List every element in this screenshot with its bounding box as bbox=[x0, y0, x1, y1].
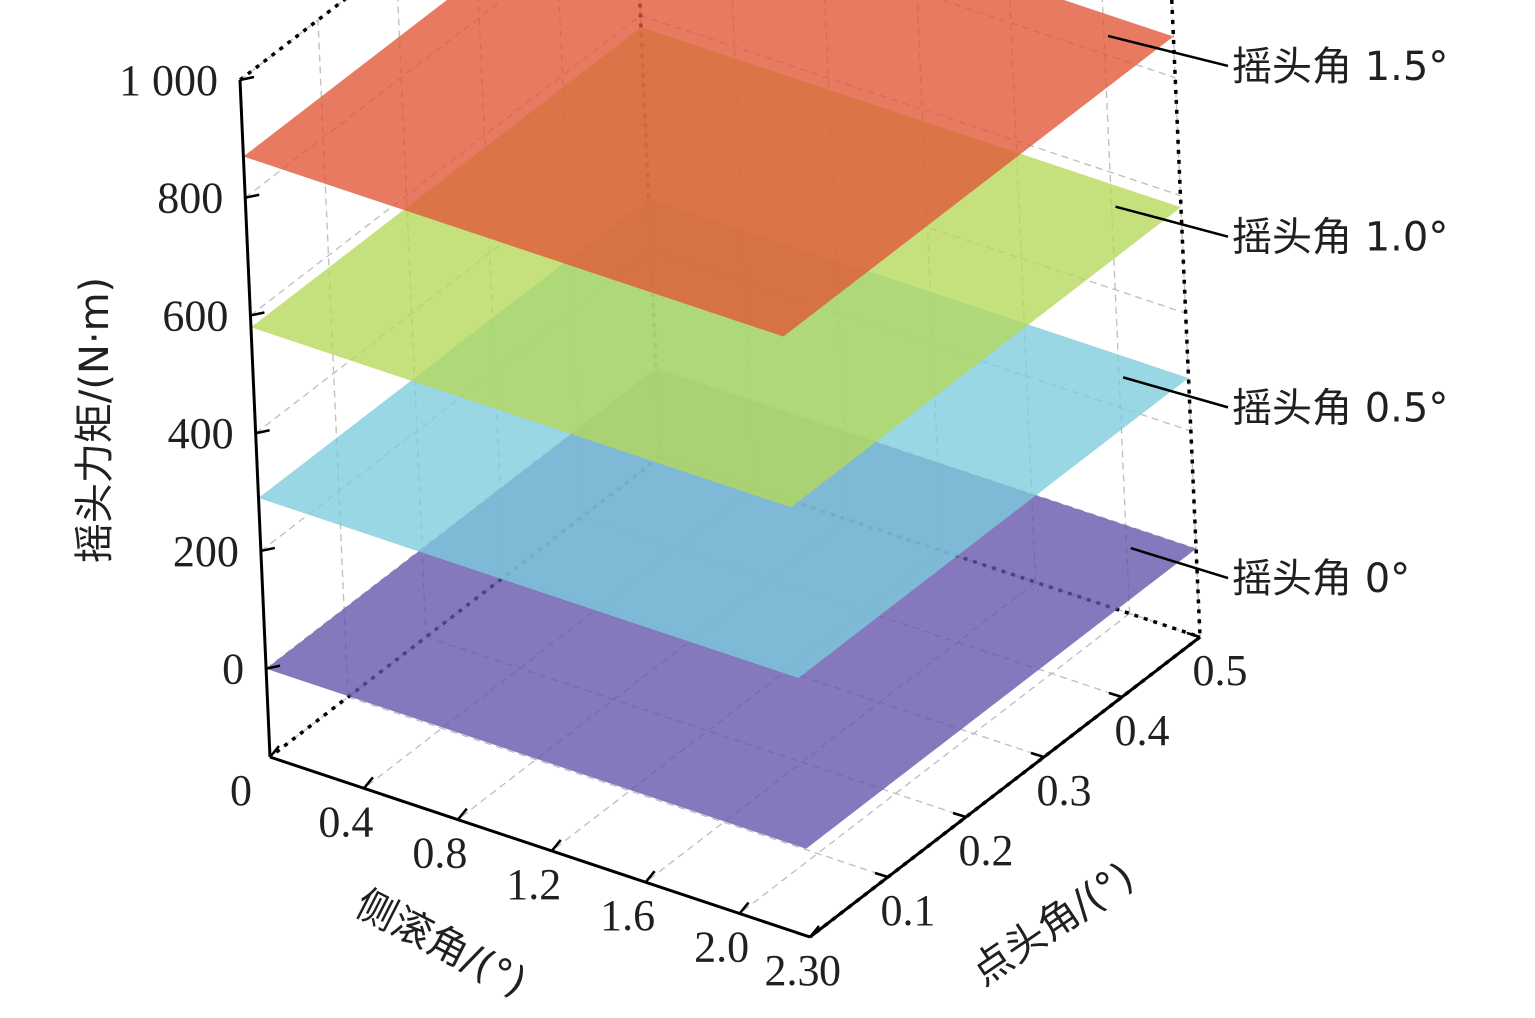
grid-line-y-floor-1 bbox=[347, 696, 889, 878]
legend-leader-2 bbox=[1115, 205, 1229, 238]
x-tick-label-5: 2.0 bbox=[694, 923, 749, 972]
y-tick-mark-2 bbox=[952, 811, 967, 819]
x-tick-label-3: 1.2 bbox=[506, 860, 561, 909]
y-tick-mark-3 bbox=[1030, 751, 1045, 759]
legend-label-0: 摇头角 0° bbox=[1232, 556, 1410, 602]
grid-line-x-floor-5 bbox=[739, 613, 1130, 915]
z-tick-label-4: 800 bbox=[157, 174, 223, 223]
box-front-edge-2 bbox=[1170, 0, 1202, 638]
z-tick-label-2: 400 bbox=[168, 409, 234, 458]
z-tick-mark-3 bbox=[250, 311, 265, 317]
x-tick-mark-2 bbox=[456, 807, 468, 821]
legend-label-2: 摇头角 1.0° bbox=[1232, 215, 1448, 261]
x-tick-mark-3 bbox=[550, 839, 562, 852]
z-tick-label-5: 1 000 bbox=[119, 56, 218, 105]
y-tick-mark-1 bbox=[874, 871, 889, 879]
y-axis-line bbox=[809, 635, 1201, 939]
y-tick-label-3: 0.3 bbox=[1037, 766, 1092, 815]
z-tick-mark-1 bbox=[260, 546, 276, 553]
box-front-edge-0 bbox=[238, 0, 347, 82]
y-tick-label-5: 0.5 bbox=[1193, 646, 1248, 695]
x-tick-label-2: 0.8 bbox=[412, 829, 467, 878]
axes-layer bbox=[238, 79, 1201, 939]
y-tick-label-1: 0.1 bbox=[881, 886, 936, 935]
y-tick-mark-0 bbox=[796, 931, 811, 939]
x-tick-label-0: 0 bbox=[230, 766, 252, 815]
y-tick-mark-4 bbox=[1108, 691, 1123, 699]
x-tick-mark-5 bbox=[738, 901, 750, 915]
y-tick-mark-5 bbox=[1186, 631, 1201, 639]
z-tick-mark-4 bbox=[244, 193, 260, 199]
y-tick-label-2: 0.2 bbox=[959, 826, 1014, 875]
z-tick-label-0: 0 bbox=[222, 645, 244, 694]
z-tick-mark-2 bbox=[255, 428, 270, 435]
y-tick-label-0: 0 bbox=[819, 946, 841, 995]
legend-layer: 摇头角 0° 摇头角 0.5° 摇头角 1.0° 摇头角 1.5° bbox=[1107, 34, 1448, 602]
x-tick-label-6: 2.3 bbox=[765, 946, 820, 995]
z-tick-label-3: 600 bbox=[162, 291, 228, 340]
legend-label-1: 摇头角 0.5° bbox=[1232, 385, 1448, 431]
z-tick-label-1: 200 bbox=[173, 527, 239, 576]
z-tick-mark-5 bbox=[239, 75, 255, 82]
legend-leader-3 bbox=[1107, 34, 1229, 68]
x-tick-mark-4 bbox=[644, 870, 656, 884]
x-tick-mark-1 bbox=[362, 776, 374, 790]
legend-leader-0 bbox=[1130, 546, 1229, 580]
y-tick-label-4: 0.4 bbox=[1115, 706, 1170, 755]
z-axis-title: 摇头力矩/(N·m) bbox=[72, 277, 118, 563]
planes-layer bbox=[243, 0, 1197, 849]
x-tick-mark-6 bbox=[809, 925, 820, 938]
x-tick-label-4: 1.6 bbox=[600, 891, 655, 940]
x-tick-mark-0 bbox=[269, 745, 280, 758]
legend-label-3: 摇头角 1.5° bbox=[1232, 44, 1448, 90]
x-tick-label-1: 0.4 bbox=[318, 797, 373, 846]
x-axis-line bbox=[269, 755, 811, 939]
z-tick-mark-0 bbox=[265, 664, 281, 670]
surface-plane-3 bbox=[243, 0, 1174, 337]
z-axis-line bbox=[238, 79, 272, 758]
legend-leader-1 bbox=[1122, 376, 1229, 409]
